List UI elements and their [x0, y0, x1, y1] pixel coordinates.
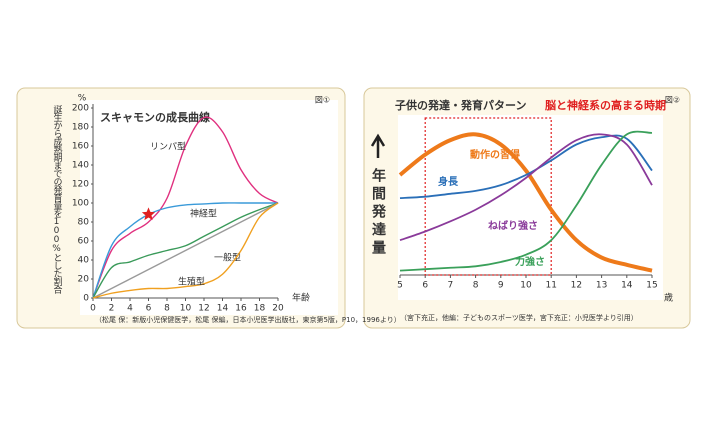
x-tick-label: 13	[596, 281, 607, 291]
x-tick-label: 10	[180, 304, 192, 314]
x-tick-label: 2	[109, 304, 115, 314]
series-label: リンパ型	[150, 142, 186, 153]
y-tick-label: 200	[72, 104, 89, 114]
x-tick-label: 12	[571, 281, 582, 291]
x-tick-label: 9	[498, 281, 504, 291]
y-label: 年間発達量	[370, 167, 387, 258]
series-label: ねばり強さ	[488, 219, 538, 232]
x-tick-label: 7	[448, 281, 454, 291]
series-line	[92, 116, 279, 299]
y-tick-label: 80	[78, 218, 90, 228]
source: （宮下充正，他編：子どものスポーツ医学，宮下充正：小児医学より引用）	[400, 313, 638, 322]
y-tick-label: 100	[72, 199, 89, 209]
x-label: 年齢	[292, 292, 310, 304]
x-tick-label: 15	[646, 281, 657, 291]
series-line	[92, 202, 279, 299]
figure-label: 図②	[665, 96, 680, 105]
series-line	[92, 202, 279, 299]
arrow	[370, 133, 386, 158]
series-line	[399, 133, 653, 242]
y-tick-label: 60	[78, 237, 90, 247]
y-tick-label: 120	[72, 180, 89, 190]
y-tick-label: 20	[78, 275, 90, 285]
series-label: 神経型	[190, 208, 217, 220]
x-tick-label: 8	[473, 281, 479, 291]
series-label: 力強さ	[515, 255, 545, 268]
y-tick-label: 160	[72, 142, 89, 152]
x-tick-label: 0	[90, 304, 96, 314]
series-line	[398, 132, 653, 273]
x-tick-label: 10	[520, 281, 532, 291]
x-tick-label: 5	[397, 281, 403, 291]
x-label: 歳	[664, 292, 673, 304]
y-unit: %	[78, 94, 87, 104]
x-tick-label: 18	[254, 304, 266, 314]
plot-bg	[398, 115, 663, 300]
y-tick-label: 0	[83, 294, 89, 304]
x-tick-label: 16	[235, 304, 247, 314]
x-tick-label: 12	[198, 304, 209, 314]
chart-title: 子供の発達・発育パターン	[395, 98, 526, 112]
chart-title: スキャモンの成長曲線	[100, 110, 210, 124]
highlight-box	[424, 117, 552, 276]
series-label: 身長	[438, 175, 459, 188]
plot-bg	[80, 100, 338, 315]
star	[141, 207, 156, 221]
series-line	[399, 130, 653, 272]
x-tick-label: 6	[422, 281, 428, 291]
annotation: 脳と神経系の高まる時期	[545, 98, 666, 112]
y-label: 誕生から成熟期までの発育量を100%とした割合	[52, 104, 63, 295]
figure-label: 図①	[315, 96, 330, 105]
x-tick-label: 8	[164, 304, 170, 314]
source: （松尾 保：新版小児保健医学，松尾 保編，日本小児医学出版社，東京第5版，P10…	[95, 315, 401, 324]
x-tick-label: 11	[545, 281, 556, 291]
x-tick-label: 4	[127, 304, 133, 314]
series-label: 動作の習得	[470, 148, 520, 161]
y-tick-label: 140	[72, 161, 89, 171]
x-tick-label: 14	[621, 281, 633, 291]
series-label: 生殖型	[178, 276, 205, 288]
y-tick-label: 180	[72, 123, 89, 133]
x-tick-label: 20	[272, 304, 284, 314]
series-line	[92, 202, 278, 299]
series-line	[92, 202, 279, 299]
y-tick-label: 40	[78, 256, 90, 266]
x-tick-label: 6	[146, 304, 152, 314]
x-tick-label: 14	[217, 304, 229, 314]
